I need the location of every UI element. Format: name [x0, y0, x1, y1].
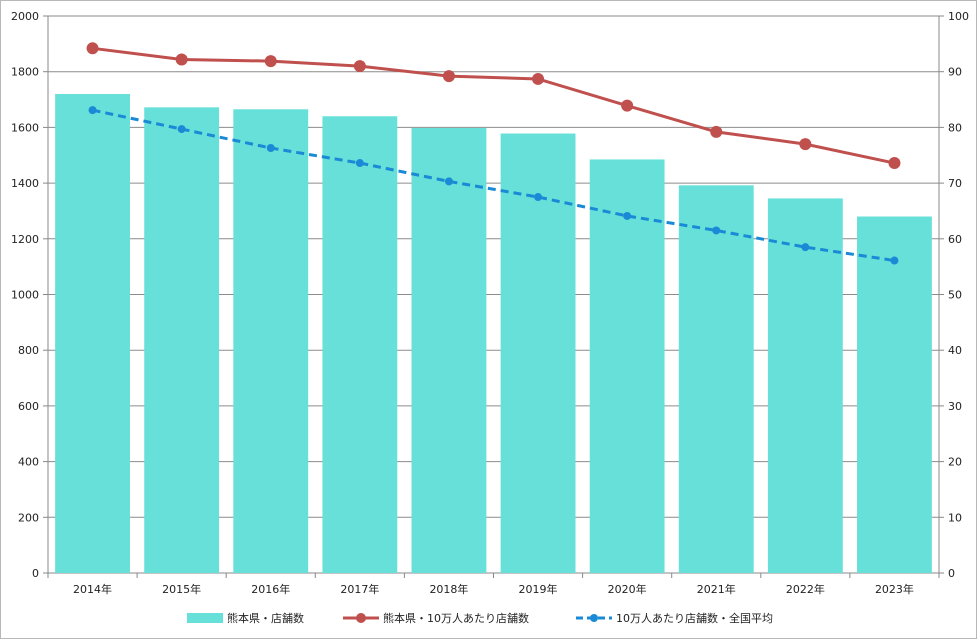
data-point	[442, 70, 455, 83]
y-right-tick-label: 100	[948, 10, 969, 23]
series-line	[92, 46, 895, 165]
x-tick-label: 2015年	[162, 582, 201, 596]
data-point	[888, 157, 901, 170]
y-right-tick-label: 20	[948, 456, 962, 469]
legend-item: 熊本県・10万人あたり店舗数	[343, 611, 529, 625]
y-axis-left: 0 200 400 600 800 1000 1200 1400 1600 1800 2000	[11, 10, 48, 580]
y-right-tick-label: 30	[948, 400, 962, 413]
y-left-tick-label: 400	[18, 456, 39, 469]
legend-label: 熊本県・10万人あたり店舗数	[383, 611, 529, 625]
series-line	[92, 108, 895, 263]
y-left-tick-label: 1200	[11, 233, 39, 246]
data-point	[712, 226, 721, 235]
legend-swatch	[187, 613, 223, 623]
line-series	[86, 42, 901, 265]
x-axis: 2014年 2015年 2016年 2017年 2018年 2019年 2020年 2021年…	[47, 573, 940, 596]
data-point	[86, 42, 99, 55]
data-point	[534, 193, 543, 202]
x-tick-label: 2017年	[340, 582, 379, 596]
bar	[678, 185, 754, 573]
y-left-tick-label: 1800	[11, 66, 39, 79]
y-right-tick-label: 80	[948, 121, 962, 134]
y-left-tick-label: 0	[32, 567, 39, 580]
bar	[55, 93, 130, 573]
data-point	[264, 55, 277, 68]
data-point	[799, 138, 812, 151]
data-point	[890, 256, 899, 265]
legend-marker	[356, 613, 366, 623]
data-point	[710, 125, 723, 138]
legend-label: 10万人あたり店舗数・全国平均	[616, 611, 773, 625]
x-tick-label: 2022年	[786, 582, 825, 596]
bar	[589, 159, 665, 574]
y-left-tick-label: 1000	[11, 289, 39, 302]
bar	[767, 198, 843, 574]
bar-series	[55, 93, 932, 574]
data-point	[177, 125, 186, 134]
x-tick-label: 2019年	[519, 582, 558, 596]
data-point	[175, 53, 188, 66]
bar	[500, 133, 576, 574]
x-tick-label: 2018年	[429, 582, 468, 596]
bar	[233, 109, 309, 574]
bar	[411, 127, 487, 573]
y-right-tick-label: 90	[948, 66, 962, 79]
data-point	[88, 106, 97, 115]
y-left-tick-label: 1600	[11, 121, 39, 134]
bar	[144, 107, 220, 574]
y-left-tick-label: 2000	[11, 10, 39, 23]
y-right-tick-label: 40	[948, 344, 962, 357]
data-point	[266, 144, 275, 153]
legend-marker	[590, 614, 598, 622]
bar	[857, 216, 932, 573]
data-point	[621, 99, 634, 112]
x-tick-label: 2020年	[608, 582, 647, 596]
data-point	[444, 177, 453, 186]
y-right-tick-label: 10	[948, 511, 962, 524]
legend-item: 熊本県・店舗数	[187, 611, 304, 625]
y-left-tick-label: 200	[18, 511, 39, 524]
x-tick-label: 2021年	[697, 582, 736, 596]
y-right-tick-label: 50	[948, 289, 962, 302]
y-left-tick-label: 1400	[11, 177, 39, 190]
legend-label: 熊本県・店舗数	[227, 611, 304, 625]
data-point	[532, 72, 545, 85]
data-point	[355, 159, 364, 168]
y-axis-right: 0 10 20 30 40 50 60 70 80 90 100	[939, 10, 969, 580]
y-right-tick-label: 60	[948, 233, 962, 246]
y-right-tick-label: 70	[948, 177, 962, 190]
legend-item: 10万人あたり店舗数・全国平均	[576, 611, 773, 625]
data-point	[801, 243, 810, 252]
y-left-tick-label: 600	[18, 400, 39, 413]
x-tick-label: 2014年	[73, 582, 112, 596]
legend: 熊本県・店舗数 熊本県・10万人あたり店舗数 10万人あたり店舗数・全国平均	[187, 611, 773, 625]
x-tick-label: 2016年	[251, 582, 290, 596]
y-left-tick-label: 800	[18, 344, 39, 357]
y-right-tick-label: 0	[948, 567, 955, 580]
data-point	[623, 211, 632, 220]
data-point	[353, 60, 366, 73]
bar	[322, 116, 398, 573]
x-tick-label: 2023年	[875, 582, 914, 596]
